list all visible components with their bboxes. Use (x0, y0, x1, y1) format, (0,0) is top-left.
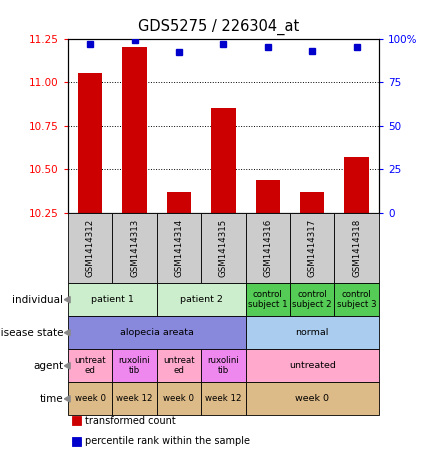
Text: week 0: week 0 (163, 395, 194, 403)
Text: GSM1414313: GSM1414313 (130, 219, 139, 277)
Bar (167, 192, 191, 213)
Text: disease state: disease state (0, 328, 63, 338)
Text: normal: normal (296, 328, 329, 337)
Text: GDS5275 / 226304_at: GDS5275 / 226304_at (138, 19, 300, 35)
Text: percentile rank within the sample: percentile rank within the sample (85, 436, 251, 446)
Text: GSM1414317: GSM1414317 (308, 219, 317, 277)
Text: alopecia areata: alopecia areata (120, 328, 194, 337)
Bar (122, 47, 147, 213)
Text: GSM1414318: GSM1414318 (352, 219, 361, 277)
Text: GSM1414316: GSM1414316 (263, 219, 272, 277)
Text: untreat
ed: untreat ed (163, 356, 195, 376)
Text: control
subject 3: control subject 3 (337, 290, 377, 309)
Text: GSM1414312: GSM1414312 (85, 219, 95, 277)
Text: week 0: week 0 (74, 395, 106, 403)
Text: control
subject 1: control subject 1 (248, 290, 288, 309)
Text: patient 2: patient 2 (180, 295, 223, 304)
Text: untreat
ed: untreat ed (74, 356, 106, 376)
Text: transformed count: transformed count (85, 416, 176, 426)
Text: week 12: week 12 (116, 395, 153, 403)
Text: agent: agent (33, 361, 63, 371)
Text: control
subject 2: control subject 2 (293, 290, 332, 309)
Bar (256, 180, 280, 213)
Text: ruxolini
tib: ruxolini tib (119, 356, 150, 376)
Text: GSM1414314: GSM1414314 (174, 219, 184, 277)
Text: week 0: week 0 (295, 395, 329, 403)
Text: patient 1: patient 1 (91, 295, 134, 304)
Text: ruxolini
tib: ruxolini tib (208, 356, 239, 376)
Bar (211, 108, 236, 213)
Text: GSM1414315: GSM1414315 (219, 219, 228, 277)
Bar (344, 157, 369, 213)
Text: untreated: untreated (289, 361, 336, 370)
Bar (78, 73, 102, 213)
Text: individual: individual (12, 294, 63, 305)
Text: week 12: week 12 (205, 395, 242, 403)
Bar (300, 192, 325, 213)
Text: time: time (39, 394, 63, 404)
